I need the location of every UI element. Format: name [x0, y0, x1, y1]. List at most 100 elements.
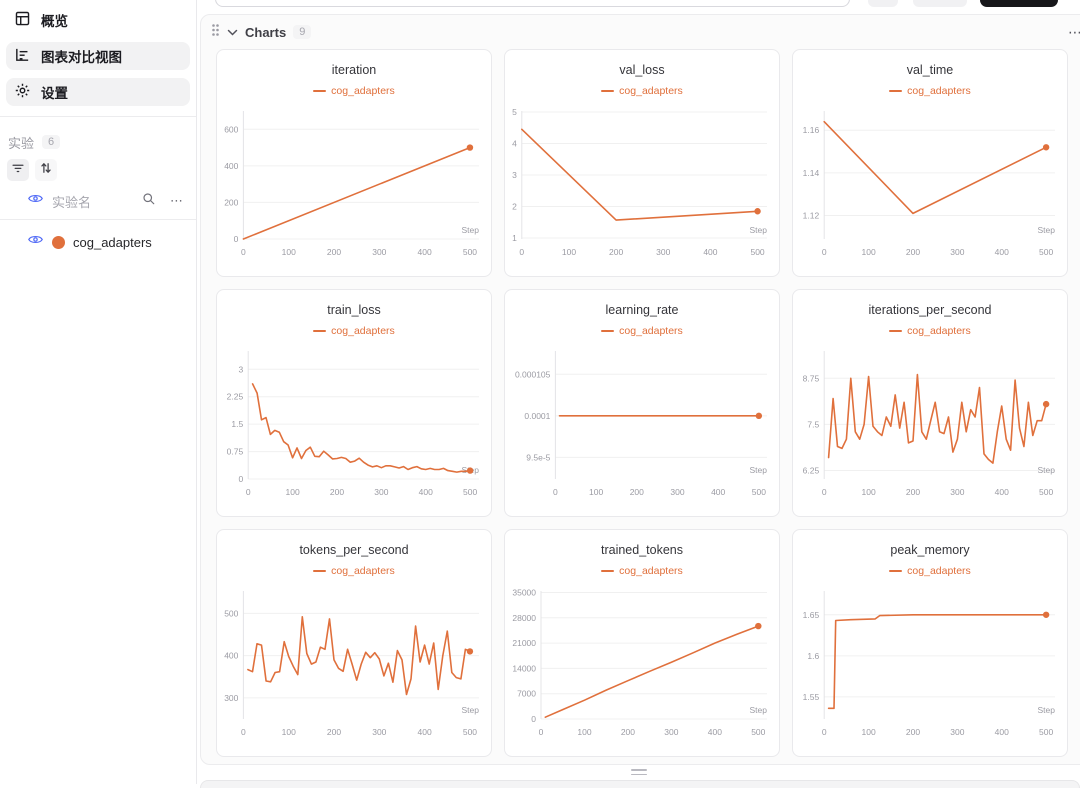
- line-chart-plot[interactable]: 00.751.52.2530100200300400500Step: [216, 339, 492, 505]
- nav-item-overview[interactable]: 概览: [6, 6, 190, 34]
- svg-text:100: 100: [281, 727, 295, 737]
- svg-text:Step: Step: [1037, 225, 1055, 235]
- experiment-name-column-label: 实验名: [52, 192, 91, 211]
- legend-line-swatch: [313, 90, 326, 92]
- svg-text:0.75: 0.75: [226, 447, 243, 457]
- svg-text:Step: Step: [461, 225, 479, 235]
- legend-line-swatch: [889, 90, 902, 92]
- svg-text:400: 400: [707, 727, 721, 737]
- experiment-list-item[interactable]: cog_adapters: [0, 230, 196, 254]
- svg-text:300: 300: [224, 693, 238, 703]
- svg-text:6.25: 6.25: [802, 466, 819, 476]
- svg-text:100: 100: [861, 727, 875, 737]
- svg-text:Step: Step: [749, 465, 767, 475]
- collapsed-section-edge[interactable]: [200, 780, 1080, 788]
- experiment-name-header-row: 实验名 ⋯: [0, 189, 196, 213]
- svg-text:500: 500: [463, 487, 477, 497]
- visibility-eye-icon[interactable]: [27, 231, 44, 253]
- svg-text:500: 500: [750, 247, 764, 257]
- chart-title: val_time: [907, 63, 954, 77]
- svg-text:400: 400: [711, 487, 725, 497]
- svg-text:0.000105: 0.000105: [514, 369, 550, 379]
- svg-text:0: 0: [245, 487, 250, 497]
- svg-text:400: 400: [703, 247, 717, 257]
- chart-legend: cog_adapters: [889, 325, 971, 337]
- svg-text:2: 2: [512, 202, 517, 212]
- drag-handle-icon[interactable]: [211, 23, 220, 42]
- chart-title: tokens_per_second: [299, 543, 408, 557]
- svg-text:Step: Step: [749, 225, 767, 235]
- primary-action-button[interactable]: [980, 0, 1058, 7]
- legend-line-swatch: [889, 570, 902, 572]
- chart-legend: cog_adapters: [601, 325, 683, 337]
- sort-button[interactable]: [35, 159, 57, 181]
- svg-text:Step: Step: [1037, 705, 1055, 715]
- svg-text:100: 100: [861, 487, 875, 497]
- nav-item-chart-compare[interactable]: 图表对比视图: [6, 42, 190, 70]
- overview-icon: [14, 10, 31, 30]
- svg-text:1.16: 1.16: [802, 125, 819, 135]
- svg-text:9.5e-5: 9.5e-5: [526, 452, 550, 462]
- section-resize-handle[interactable]: [631, 769, 647, 775]
- svg-text:0: 0: [241, 247, 246, 257]
- svg-text:Step: Step: [749, 705, 767, 715]
- svg-text:100: 100: [561, 247, 575, 257]
- svg-text:7000: 7000: [517, 689, 536, 699]
- nav-item-settings[interactable]: 设置: [6, 78, 190, 106]
- search-input[interactable]: [215, 0, 850, 7]
- experiments-label: 实验: [8, 133, 34, 152]
- svg-text:100: 100: [577, 727, 591, 737]
- chart-title: val_loss: [619, 63, 664, 77]
- svg-text:0: 0: [821, 247, 826, 257]
- svg-text:300: 300: [950, 727, 964, 737]
- charts-more-icon[interactable]: ⋯: [1068, 27, 1080, 37]
- svg-text:100: 100: [588, 487, 602, 497]
- sidebar-nav: 概览 图表对比视图 设置: [0, 0, 196, 106]
- visibility-eye-icon[interactable]: [27, 190, 44, 212]
- svg-text:200: 200: [329, 487, 343, 497]
- nav-item-label: 概览: [41, 10, 68, 30]
- legend-label: cog_adapters: [907, 565, 971, 577]
- experiments-count-badge: 6: [42, 135, 60, 149]
- legend-line-swatch: [601, 570, 614, 572]
- chart-legend: cog_adapters: [313, 85, 395, 97]
- more-options-icon[interactable]: ⋯: [170, 193, 184, 209]
- chart-title: peak_memory: [890, 543, 969, 557]
- chart-title: learning_rate: [606, 303, 679, 317]
- svg-text:400: 400: [994, 727, 1008, 737]
- chart-title: trained_tokens: [601, 543, 683, 557]
- svg-text:500: 500: [462, 727, 476, 737]
- svg-text:100: 100: [281, 247, 295, 257]
- toolbar-button[interactable]: [868, 0, 898, 7]
- svg-text:200: 200: [629, 487, 643, 497]
- svg-text:400: 400: [994, 247, 1008, 257]
- chevron-down-icon[interactable]: [227, 23, 238, 41]
- experiment-color-dot: [52, 236, 65, 249]
- svg-text:500: 500: [751, 727, 765, 737]
- search-icon[interactable]: [141, 191, 156, 211]
- svg-text:21000: 21000: [512, 638, 536, 648]
- legend-line-swatch: [313, 330, 326, 332]
- filter-button[interactable]: [7, 159, 29, 181]
- gear-icon: [14, 82, 31, 102]
- svg-text:500: 500: [1039, 247, 1053, 257]
- toolbar-button[interactable]: [913, 0, 967, 7]
